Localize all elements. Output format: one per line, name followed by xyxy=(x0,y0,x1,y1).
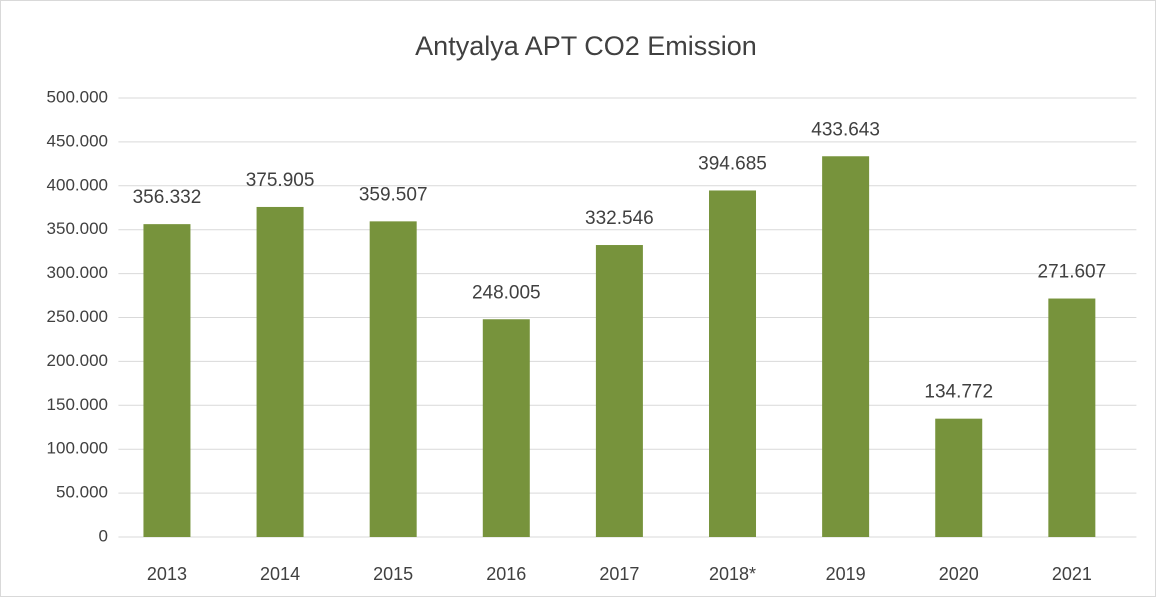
x-tick-label: 2020 xyxy=(939,564,979,584)
x-tick-label: 2016 xyxy=(486,564,526,584)
x-tick-label: 2014 xyxy=(260,564,300,584)
chart-title: Antyalya APT CO2 Emission xyxy=(415,31,757,61)
bar xyxy=(143,224,191,537)
y-tick-label: 450.000 xyxy=(47,131,108,150)
data-label: 359.507 xyxy=(359,184,428,205)
data-label: 248.005 xyxy=(472,282,541,303)
y-tick-label: 400.000 xyxy=(47,175,108,194)
data-label: 356.332 xyxy=(133,187,202,208)
y-tick-label: 250.000 xyxy=(47,307,108,326)
bar xyxy=(1048,298,1096,537)
x-tick-label: 2021 xyxy=(1052,564,1092,584)
y-tick-label: 0 xyxy=(99,526,108,545)
data-label: 433.643 xyxy=(811,119,880,140)
data-label: 134.772 xyxy=(924,382,993,403)
x-tick-label: 2017 xyxy=(599,564,639,584)
data-label: 271.607 xyxy=(1038,262,1107,283)
y-tick-label: 300.000 xyxy=(47,263,108,282)
x-tick-label: 2015 xyxy=(373,564,413,584)
x-tick-label: 2018* xyxy=(709,564,756,584)
y-tick-label: 100.000 xyxy=(47,439,108,458)
y-tick-label: 200.000 xyxy=(47,351,108,370)
bar xyxy=(822,156,870,537)
bar xyxy=(935,418,983,537)
y-tick-label: 350.000 xyxy=(47,219,108,238)
x-tick-label: 2013 xyxy=(147,564,187,584)
y-tick-label: 150.000 xyxy=(47,395,108,414)
data-label: 375.905 xyxy=(246,170,315,191)
y-tick-label: 500.000 xyxy=(47,87,108,106)
data-label: 394.685 xyxy=(698,153,767,174)
bar xyxy=(369,221,417,538)
data-label: 332.546 xyxy=(585,208,654,229)
bar xyxy=(482,319,530,537)
x-tick-label: 2019 xyxy=(826,564,866,584)
bar xyxy=(256,206,304,537)
y-tick-label: 50.000 xyxy=(56,483,108,502)
bar xyxy=(709,190,757,538)
bar xyxy=(595,245,643,538)
